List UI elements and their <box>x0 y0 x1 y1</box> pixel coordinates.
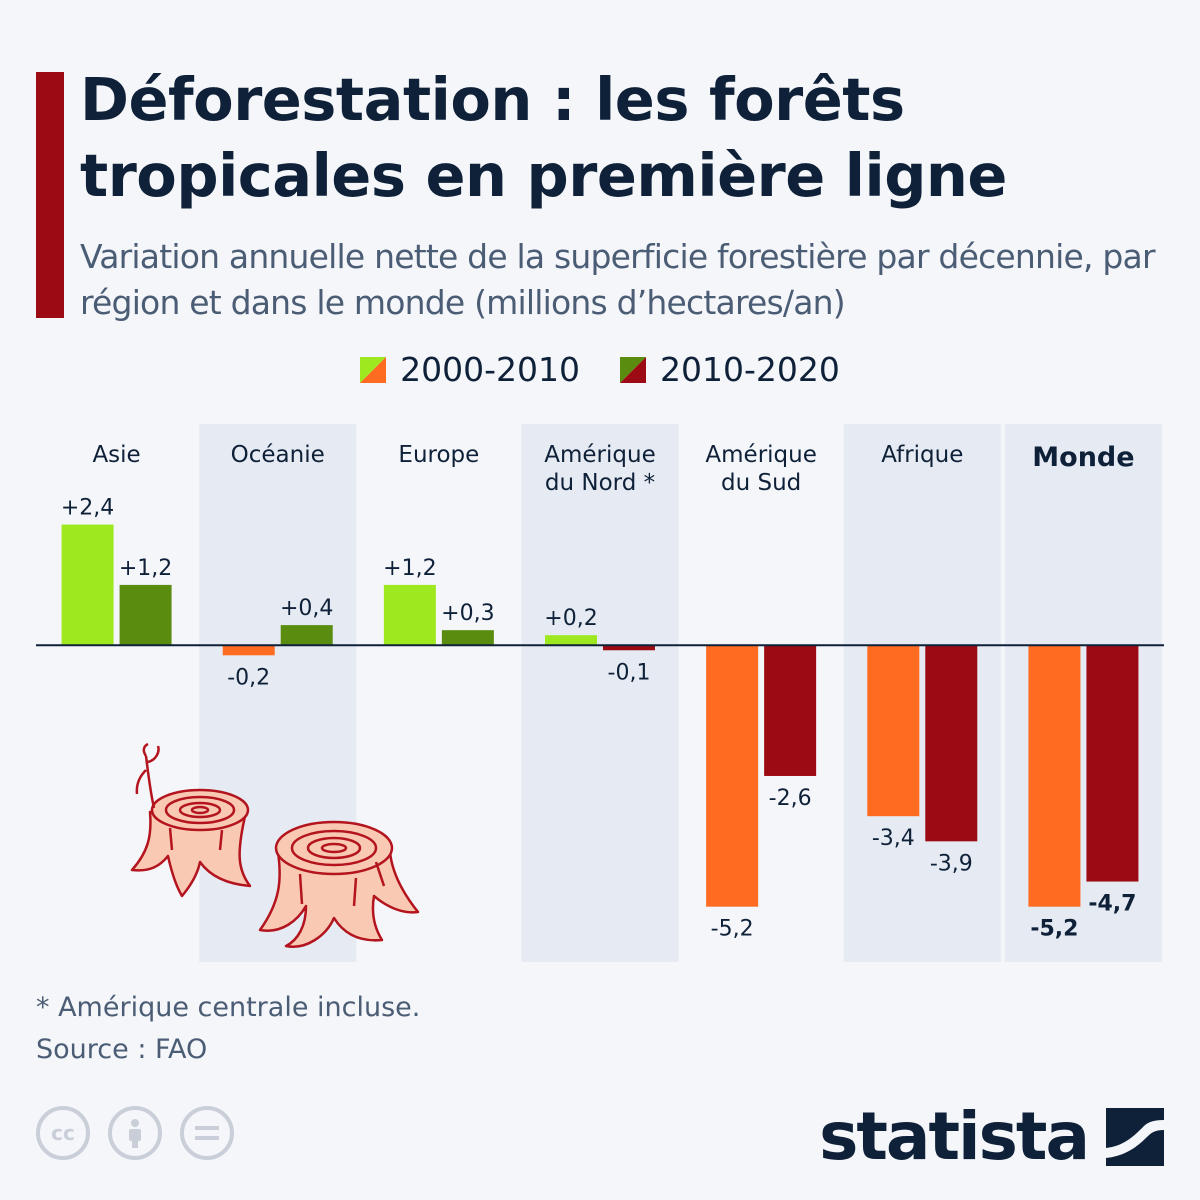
bar-4-0 <box>706 645 759 907</box>
statista-logo[interactable]: statista <box>819 1098 1164 1175</box>
bar-3-0 <box>545 635 597 646</box>
bar-5-1 <box>925 645 978 842</box>
category-label-4-1: du Sud <box>721 470 801 496</box>
data-label-6-1: -4,7 <box>1088 892 1136 917</box>
column-shade-3 <box>521 424 679 962</box>
category-label-3-0: Amérique <box>544 442 655 468</box>
bar-0-0 <box>61 524 114 646</box>
category-label-4-0: Amérique <box>705 442 816 468</box>
legend-item-2010-2020: 2010-2020 <box>620 350 840 389</box>
data-label-3-0: +0,2 <box>544 606 597 631</box>
cc-icon[interactable]: cc <box>36 1106 90 1160</box>
bar-4-1 <box>764 645 817 776</box>
data-label-6-0: -5,2 <box>1030 917 1078 942</box>
small-stump-icon <box>130 742 252 898</box>
bar-1-1 <box>280 625 333 646</box>
statista-logo-icon <box>1106 1107 1164 1166</box>
data-label-2-0: +1,2 <box>383 556 436 581</box>
data-label-4-0: -5,2 <box>711 917 754 942</box>
legend-label-2010-2020: 2010-2020 <box>660 350 840 389</box>
category-label-6-0: Monde <box>1032 442 1134 473</box>
data-label-0-0: +2,4 <box>61 496 114 521</box>
source-note: Source : FAO <box>36 1034 208 1065</box>
large-stump-icon <box>258 820 420 948</box>
legend-swatch-2010-2020 <box>620 356 646 383</box>
bar-6-1 <box>1086 645 1139 882</box>
data-label-3-1: -0,1 <box>608 660 651 685</box>
legend-label-2000-2010: 2000-2010 <box>400 350 580 389</box>
data-label-1-1: +0,4 <box>280 596 333 621</box>
data-label-1-0: -0,2 <box>227 665 270 690</box>
accent-bar <box>36 72 64 318</box>
legend-item-2000-2010: 2000-2010 <box>360 350 580 389</box>
data-label-0-1: +1,2 <box>119 556 172 581</box>
data-label-2-1: +0,3 <box>441 601 494 626</box>
bar-5-0 <box>867 645 920 817</box>
bar-1-0 <box>222 645 275 656</box>
bar-2-0 <box>383 584 436 646</box>
chart-title: Déforestation : les forêts tropicales en… <box>80 65 1007 210</box>
license-icons: cc <box>36 1106 252 1160</box>
category-label-5-0: Afrique <box>881 442 963 468</box>
bar-3-1 <box>603 645 655 651</box>
data-label-4-1: -2,6 <box>769 786 812 811</box>
data-label-5-1: -3,9 <box>930 851 973 876</box>
category-label-2-0: Europe <box>398 442 479 468</box>
bar-6-0 <box>1028 645 1081 907</box>
bar-0-1 <box>119 584 172 646</box>
legend: 2000-2010 2010-2020 <box>0 350 1200 389</box>
legend-swatch-2000-2010 <box>360 356 387 383</box>
statista-logo-text: statista <box>819 1098 1090 1175</box>
by-icon[interactable] <box>108 1106 162 1160</box>
category-label-0-0: Asie <box>92 442 140 468</box>
data-label-5-0: -3,4 <box>872 826 915 851</box>
category-label-3-1: du Nord * <box>545 470 655 496</box>
bar-2-1 <box>441 630 494 646</box>
tree-stumps-illustration <box>130 742 420 948</box>
chart-subtitle: Variation annuelle nette de la superfici… <box>80 237 1156 322</box>
category-label-1-0: Océanie <box>231 442 325 468</box>
footnote: * Amérique centrale incluse. <box>36 992 421 1023</box>
nd-icon[interactable] <box>180 1106 234 1160</box>
